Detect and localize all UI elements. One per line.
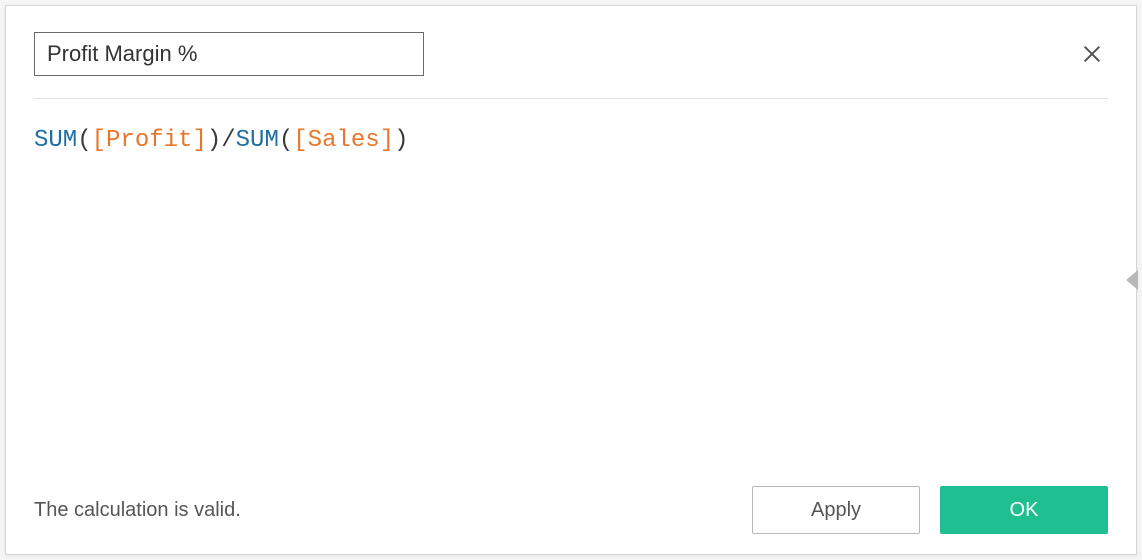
button-group: Apply OK [752,486,1108,534]
formula-editor[interactable]: SUM([Profit])/SUM([Sales]) [34,117,1108,474]
close-button[interactable] [1076,38,1108,70]
calculation-name-input[interactable] [34,32,424,76]
dialog-footer: The calculation is valid. Apply OK [34,486,1108,534]
formula-token-field: [Profit] [92,127,207,154]
apply-button[interactable]: Apply [752,486,920,534]
close-icon [1081,43,1103,65]
validation-status: The calculation is valid. [34,499,241,522]
ok-button[interactable]: OK [940,486,1108,534]
formula-token-paren: ( [279,127,293,154]
dialog-header [34,32,1108,76]
formula-token-fn: SUM [34,127,77,154]
formula-token-field: [Sales] [293,127,394,154]
formula-token-op: / [221,127,235,154]
expand-panel-caret[interactable] [1126,270,1138,290]
calculated-field-dialog: SUM([Profit])/SUM([Sales]) The calculati… [5,5,1137,555]
formula-token-paren: ) [394,127,408,154]
formula-token-paren: ( [77,127,91,154]
header-divider [34,98,1108,99]
formula-token-fn: SUM [236,127,279,154]
formula-token-paren: ) [207,127,221,154]
